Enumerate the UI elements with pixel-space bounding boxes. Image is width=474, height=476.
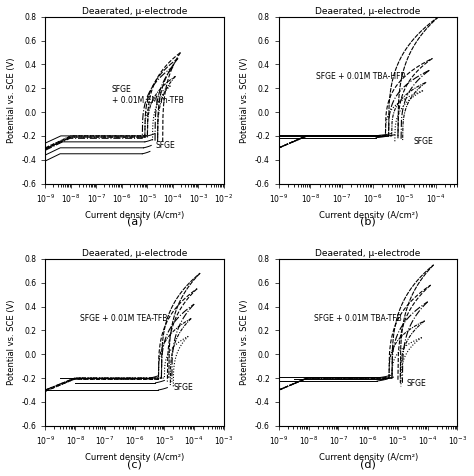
Text: (c): (c): [127, 459, 142, 469]
X-axis label: Current density (A/cm²): Current density (A/cm²): [319, 210, 418, 219]
Y-axis label: Potential vs. SCE (V): Potential vs. SCE (V): [7, 58, 16, 143]
Text: SFGE + 0.01M TBA-HFP: SFGE + 0.01M TBA-HFP: [316, 72, 405, 81]
Text: (d): (d): [360, 459, 376, 469]
Text: SFGE: SFGE: [155, 141, 175, 150]
Text: (b): (b): [360, 217, 376, 227]
Y-axis label: Potential vs. SCE (V): Potential vs. SCE (V): [240, 299, 249, 385]
Text: SFGE: SFGE: [173, 383, 193, 392]
X-axis label: Current density (A/cm²): Current density (A/cm²): [85, 210, 184, 219]
Y-axis label: Potential vs. SCE (V): Potential vs. SCE (V): [240, 58, 249, 143]
Title: Deaerated, μ-electrode: Deaerated, μ-electrode: [82, 249, 187, 258]
Text: SFGE + 0.01M TBA-TFB: SFGE + 0.01M TBA-TFB: [314, 314, 401, 323]
Text: (a): (a): [127, 217, 143, 227]
Text: SFGE: SFGE: [414, 137, 433, 146]
X-axis label: Current density (A/cm²): Current density (A/cm²): [85, 453, 184, 462]
Text: SFGE + 0.01M TEA-TFB: SFGE + 0.01M TEA-TFB: [81, 314, 168, 323]
Y-axis label: Potential vs. SCE (V): Potential vs. SCE (V): [7, 299, 16, 385]
Title: Deaerated, μ-electrode: Deaerated, μ-electrode: [82, 7, 187, 16]
Text: SFGE: SFGE: [407, 379, 427, 388]
Title: Deaerated, μ-electrode: Deaerated, μ-electrode: [316, 249, 421, 258]
X-axis label: Current density (A/cm²): Current density (A/cm²): [319, 453, 418, 462]
Title: Deaerated, μ-electrode: Deaerated, μ-electrode: [316, 7, 421, 16]
Text: SFGE
+ 0.01M EMIm-TFB: SFGE + 0.01M EMIm-TFB: [112, 85, 183, 105]
